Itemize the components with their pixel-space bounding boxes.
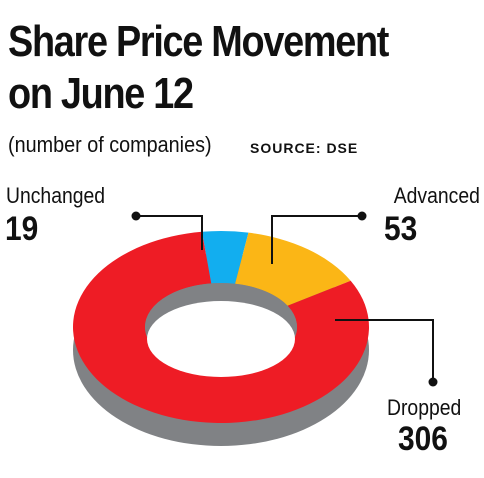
chart-title-line-2: on June 12 — [8, 69, 194, 118]
slice-unchanged — [201, 230, 249, 284]
label-advanced: Advanced — [393, 183, 480, 208]
chart-subtitle: (number of companies) — [8, 132, 212, 157]
value-unchanged: 19 — [5, 210, 39, 248]
value-dropped: 306 — [398, 420, 448, 458]
label-dropped: Dropped — [387, 395, 462, 420]
leader-lines — [131, 211, 438, 387]
donut-hole — [147, 301, 295, 377]
donut-layer — [72, 230, 370, 446]
slice-advanced — [235, 232, 351, 306]
label-unchanged: Unchanged — [6, 183, 106, 208]
leader-advanced — [271, 211, 367, 264]
chart-title-line-1: Share Price Movement — [8, 17, 389, 66]
source-note: SOURCE: DSE — [250, 140, 359, 156]
leader-dropped — [335, 319, 438, 387]
subtitle-row: (number of companies) SOURCE: DSE — [8, 132, 357, 158]
leader-unchanged — [131, 211, 203, 250]
value-advanced: 53 — [384, 210, 418, 248]
slice-dropped — [72, 231, 370, 423]
